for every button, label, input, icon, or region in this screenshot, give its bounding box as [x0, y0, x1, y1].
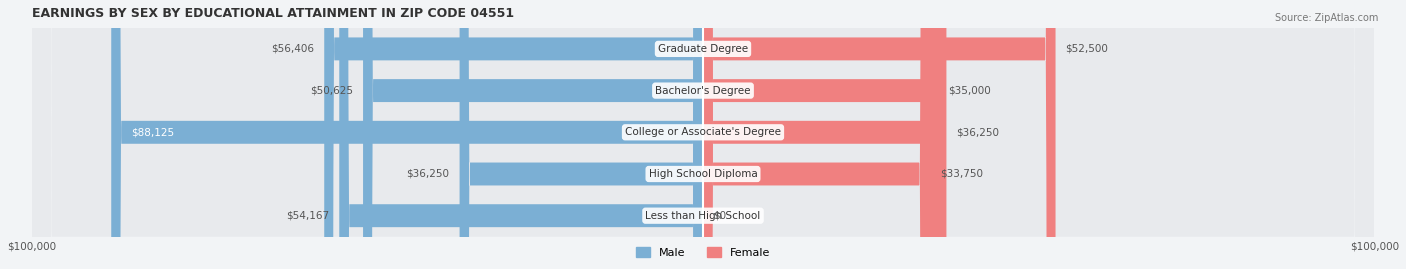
Text: College or Associate's Degree: College or Associate's Degree [626, 127, 780, 137]
FancyBboxPatch shape [31, 0, 1375, 269]
FancyBboxPatch shape [31, 0, 1375, 269]
Text: $50,625: $50,625 [309, 86, 353, 95]
Text: $56,406: $56,406 [271, 44, 314, 54]
FancyBboxPatch shape [111, 0, 703, 269]
FancyBboxPatch shape [460, 0, 703, 269]
Text: Source: ZipAtlas.com: Source: ZipAtlas.com [1274, 13, 1378, 23]
FancyBboxPatch shape [363, 0, 703, 269]
Text: High School Diploma: High School Diploma [648, 169, 758, 179]
Text: $33,750: $33,750 [939, 169, 983, 179]
Text: $54,167: $54,167 [285, 211, 329, 221]
Text: Graduate Degree: Graduate Degree [658, 44, 748, 54]
Text: $0: $0 [713, 211, 725, 221]
FancyBboxPatch shape [325, 0, 703, 269]
FancyBboxPatch shape [31, 0, 1375, 269]
FancyBboxPatch shape [703, 0, 938, 269]
Text: $52,500: $52,500 [1066, 44, 1108, 54]
Text: $36,250: $36,250 [406, 169, 450, 179]
Text: $35,000: $35,000 [948, 86, 991, 95]
Text: Bachelor's Degree: Bachelor's Degree [655, 86, 751, 95]
Text: EARNINGS BY SEX BY EDUCATIONAL ATTAINMENT IN ZIP CODE 04551: EARNINGS BY SEX BY EDUCATIONAL ATTAINMEN… [31, 7, 513, 20]
Legend: Male, Female: Male, Female [631, 243, 775, 262]
FancyBboxPatch shape [703, 0, 1056, 269]
Text: Less than High School: Less than High School [645, 211, 761, 221]
FancyBboxPatch shape [31, 0, 1375, 269]
FancyBboxPatch shape [703, 0, 946, 269]
FancyBboxPatch shape [339, 0, 703, 269]
Text: $88,125: $88,125 [131, 127, 174, 137]
Text: $36,250: $36,250 [956, 127, 1000, 137]
FancyBboxPatch shape [31, 0, 1375, 269]
FancyBboxPatch shape [703, 0, 929, 269]
